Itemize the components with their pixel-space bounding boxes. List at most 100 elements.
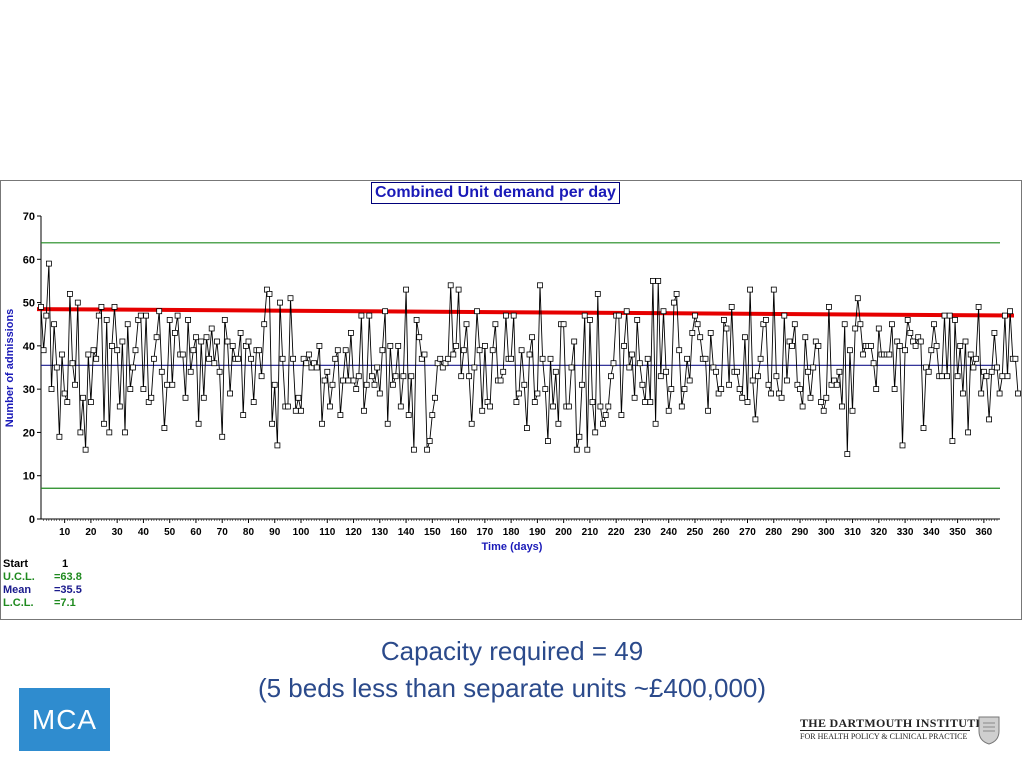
x-tick-label: 200 [555,527,572,538]
data-point [274,442,281,449]
data-point [810,364,817,371]
chart-axes: 0 10 20 30 40 50 60 70 10 20 30 40 50 60 70 80 90 100 110 1… [23,211,1000,538]
data-point [67,290,73,297]
data-point [657,373,664,380]
data-point [797,386,803,393]
x-tick-label: 20 [85,527,97,538]
data-point [143,312,150,319]
data-point [460,347,467,354]
data-point [605,403,612,410]
data-point [245,338,252,345]
data-point [597,403,604,410]
data-point [686,377,693,384]
data-point [902,347,908,354]
data-point [581,312,588,319]
data-point [319,420,325,427]
data-point [978,390,985,397]
data-point [639,381,646,388]
data-point [907,329,914,336]
data-point [400,373,407,380]
x-tick-label: 330 [897,527,914,538]
stat-ucl-label: U.C.L. [3,571,35,583]
data-point [221,316,228,323]
data-point [59,351,65,358]
data-point [82,446,89,453]
data-point [137,312,144,319]
x-tick-label: 350 [949,527,966,538]
x-tick-label: 180 [503,527,520,538]
x-tick-label: 130 [371,527,388,538]
data-point [366,312,373,319]
data-point [594,290,601,297]
y-tick-label: 0 [29,514,35,526]
x-tick-label: 160 [450,527,467,538]
data-point [933,342,940,349]
data-point [298,407,304,414]
data-point [363,381,370,388]
x-tick-label: 310 [844,527,861,538]
y-tick-label: 20 [23,427,35,439]
data-point [917,338,924,345]
data-point [870,360,877,367]
data-point [101,420,107,427]
data-point [718,386,725,393]
data-point [655,277,662,284]
data-point [631,394,638,401]
data-point [487,403,494,410]
data-point [403,286,410,293]
data-point [576,433,583,440]
data-point [48,386,55,393]
data-point [736,386,743,393]
data-point [1004,373,1011,380]
data-point [860,351,866,358]
data-point [986,416,992,423]
data-point [474,308,480,315]
data-point [345,377,352,384]
data-point [500,368,507,375]
x-tick-label: 60 [190,527,202,538]
data-point [458,373,465,380]
data-point [235,355,241,362]
data-point [647,399,654,406]
data-point [996,390,1003,397]
x-tick-label: 40 [138,527,150,538]
data-point [266,290,273,297]
data-point [660,308,667,315]
data-point [891,386,898,393]
data-point [182,394,189,401]
data-point [626,364,633,371]
data-point [61,390,68,397]
data-point [571,338,578,345]
data-point [931,321,937,328]
data-point [93,355,100,362]
data-point [967,351,974,358]
data-point [941,312,948,319]
data-point [833,381,840,388]
series-admissions [38,260,1021,458]
data-point [53,364,60,371]
x-tick-label: 270 [739,527,756,538]
data-point [190,347,197,354]
data-point [873,386,880,393]
data-point [287,295,294,302]
data-point [340,377,346,384]
data-point [127,386,134,393]
data-point [161,425,168,432]
data-point [889,321,895,328]
data-point [802,334,809,341]
data-point [106,429,113,436]
data-point [852,325,859,332]
data-point [684,355,690,362]
data-point [114,347,121,354]
data-point [453,342,459,349]
data-point [324,368,331,375]
x-tick-label: 80 [243,527,255,538]
y-tick-label: 30 [23,384,35,396]
data-point [185,316,192,323]
data-point [755,373,761,380]
data-point [839,403,845,410]
data-point [697,334,704,341]
data-point [479,407,486,414]
data-point [447,282,454,289]
stat-lcl-value: =7.1 [54,597,76,609]
